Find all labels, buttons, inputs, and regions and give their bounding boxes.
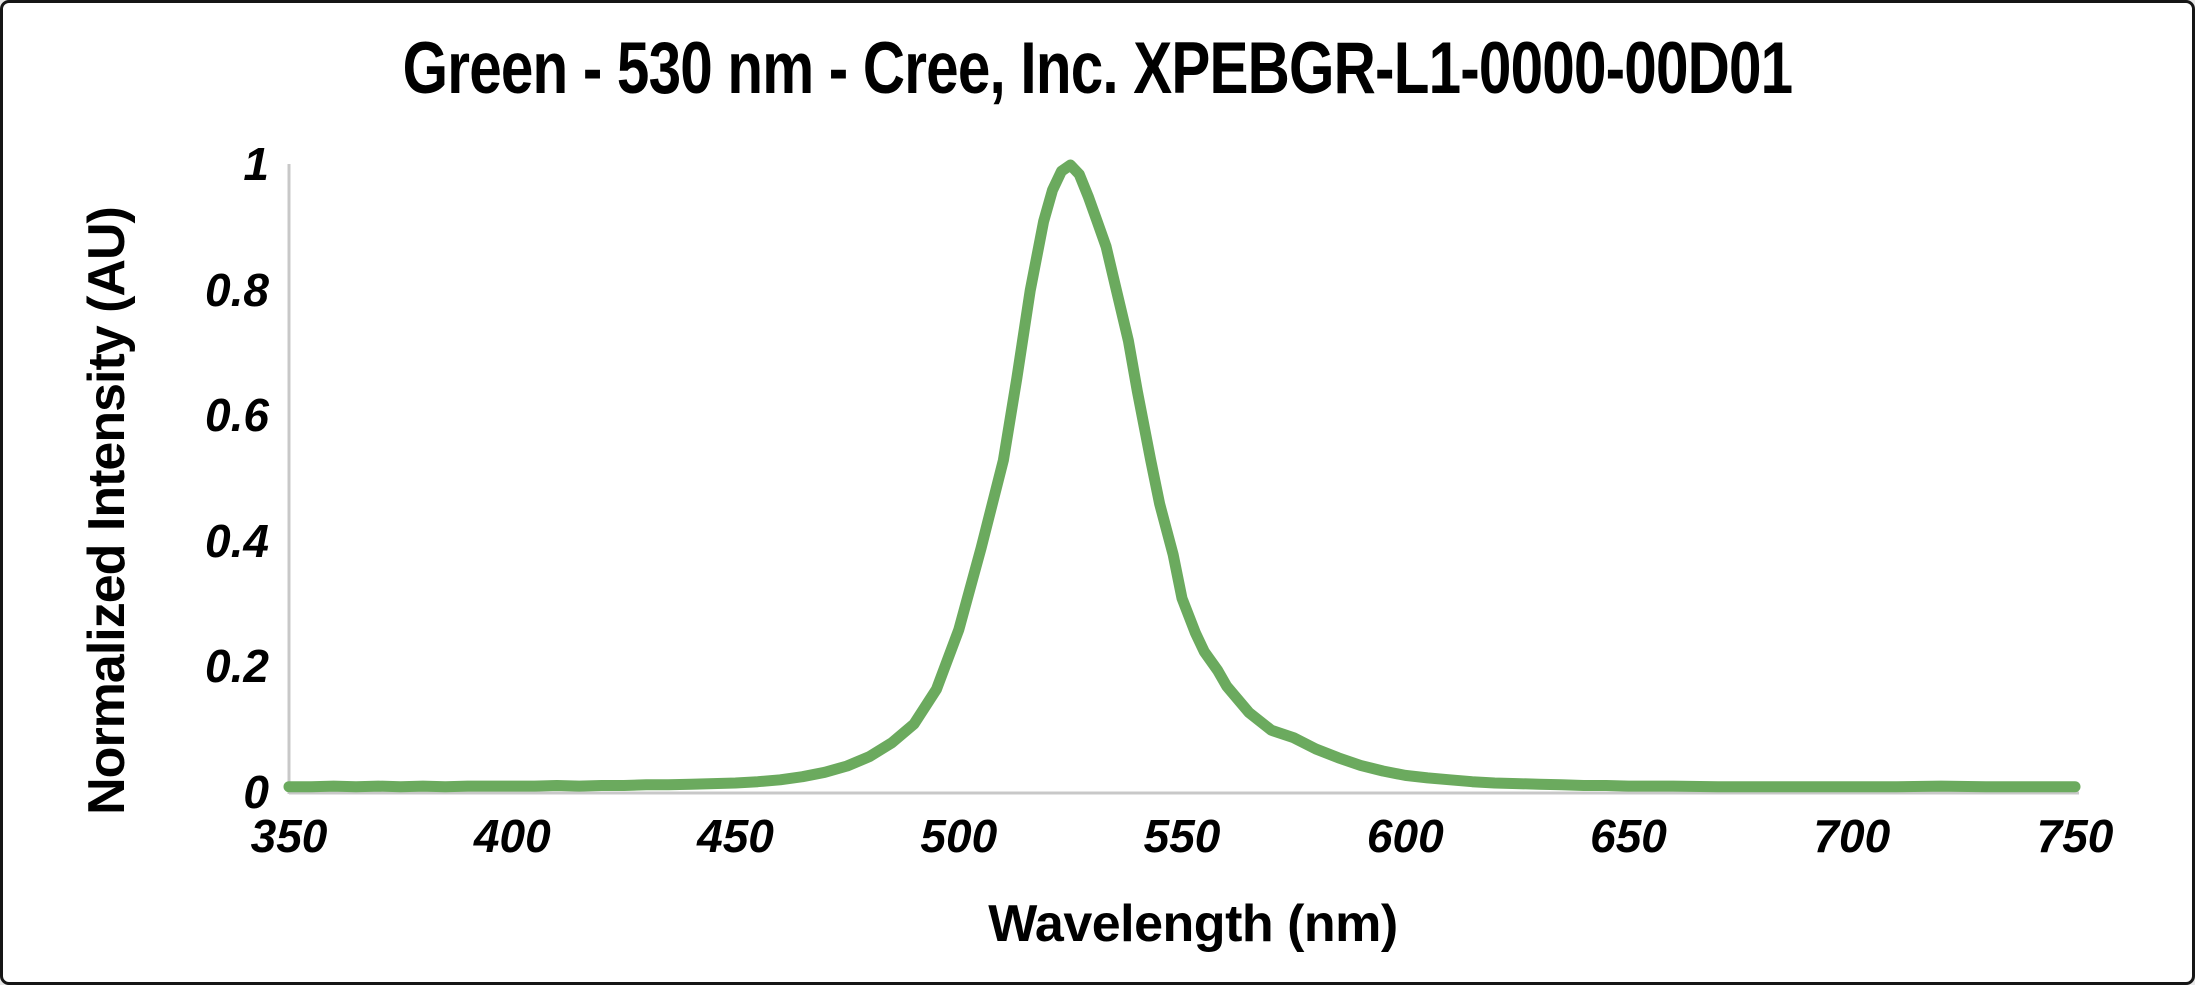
x-axis-title: Wavelength (nm) [988,895,1398,953]
plot-area [283,159,2081,795]
emission-spectrum-curve [283,159,2081,793]
chart-title: Green - 530 nm - Cree, Inc. XPEBGR-L1-00… [402,28,1794,109]
